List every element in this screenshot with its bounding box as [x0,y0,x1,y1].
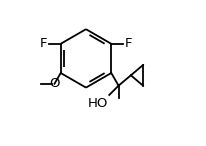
Text: F: F [124,37,132,50]
Text: F: F [40,37,47,50]
Text: O: O [49,77,60,90]
Text: HO: HO [88,97,108,110]
